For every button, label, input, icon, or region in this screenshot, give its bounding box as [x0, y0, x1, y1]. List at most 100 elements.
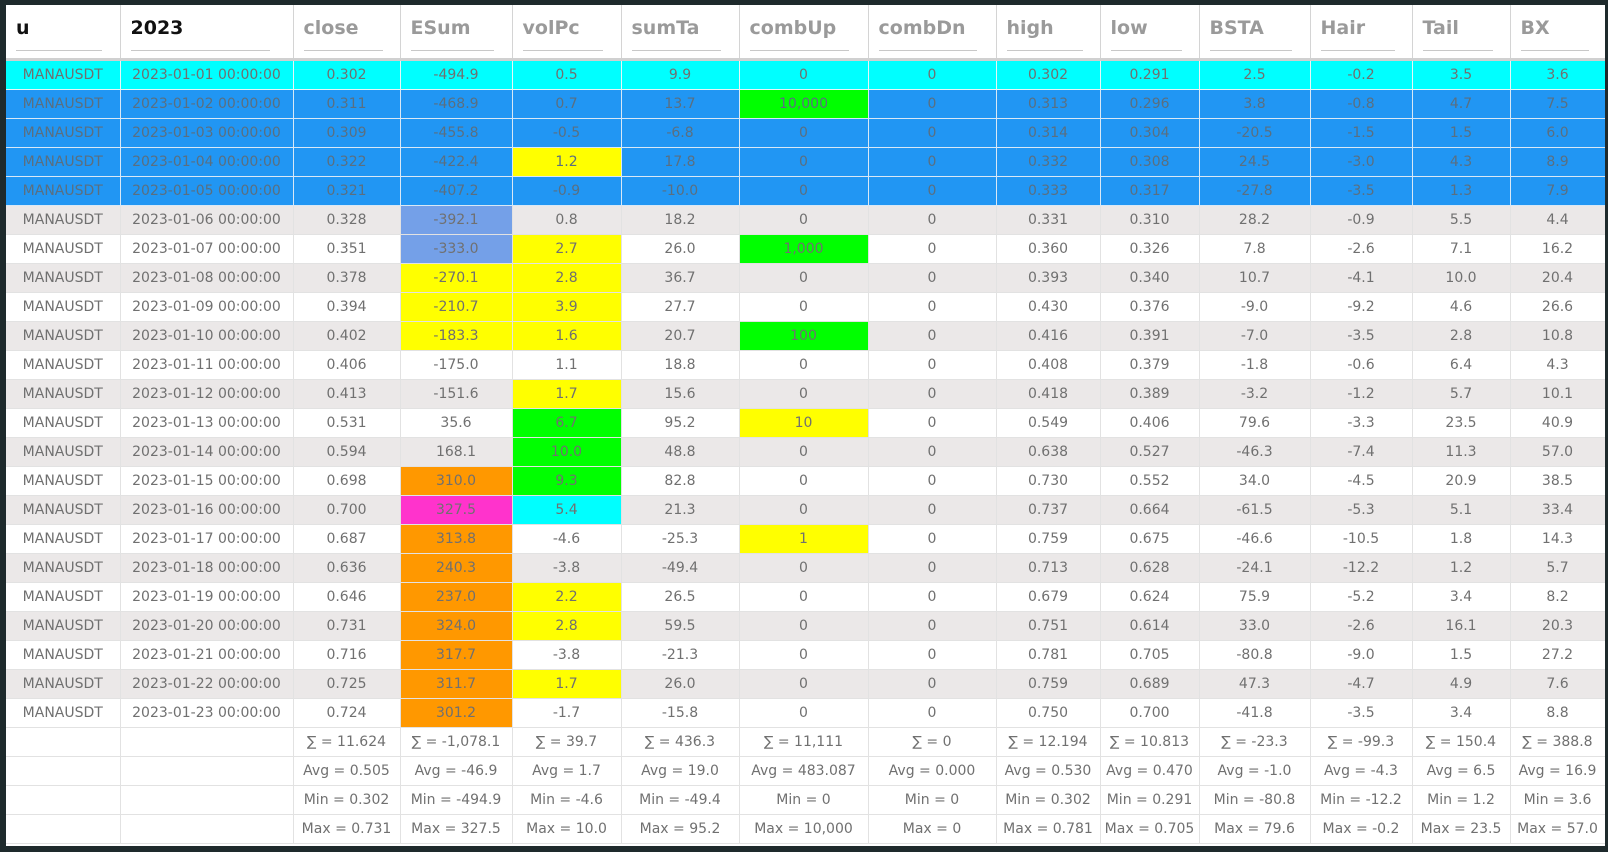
cell-low[interactable]: 0.689	[1100, 669, 1200, 699]
cell-bsta[interactable]: -24.1	[1199, 553, 1311, 583]
cell-datetime[interactable]: 2023-01-15 00:00:00	[120, 466, 294, 496]
cell-low[interactable]: 0.675	[1100, 524, 1200, 554]
cell-datetime[interactable]: 2023-01-10 00:00:00	[120, 321, 294, 351]
cell-low[interactable]: 0.552	[1100, 466, 1200, 496]
column-header-sumta[interactable]: sumTa	[621, 5, 740, 61]
cell-datetime[interactable]: 2023-01-06 00:00:00	[120, 205, 294, 235]
cell-esum[interactable]: 35.6	[400, 408, 513, 438]
cell-volpc[interactable]: 1.1	[512, 350, 622, 380]
cell-volpc[interactable]: 0.8	[512, 205, 622, 235]
cell-close[interactable]: 0.402	[293, 321, 401, 351]
cell-datetime[interactable]: 2023-01-02 00:00:00	[120, 89, 294, 119]
cell-esum[interactable]: -210.7	[400, 292, 513, 322]
cell-esum[interactable]: 324.0	[400, 611, 513, 641]
cell-tail[interactable]: 1.8	[1412, 524, 1511, 554]
cell-datetime[interactable]: 2023-01-12 00:00:00	[120, 379, 294, 409]
cell-volpc[interactable]: 2.8	[512, 611, 622, 641]
cell-symbol[interactable]: MANAUSDT	[6, 263, 121, 293]
cell-tail[interactable]: 1.2	[1412, 553, 1511, 583]
cell-tail[interactable]: 6.4	[1412, 350, 1511, 380]
cell-hair[interactable]: -0.9	[1310, 205, 1413, 235]
column-filter-underline[interactable]	[16, 50, 103, 51]
cell-combdn[interactable]: 0	[868, 89, 997, 119]
cell-symbol[interactable]: MANAUSDT	[6, 321, 121, 351]
cell-combdn[interactable]: 0	[868, 118, 997, 148]
cell-high[interactable]: 0.360	[996, 234, 1101, 264]
table-row[interactable]: MANAUSDT 2023-01-05 00:00:00 0.321 -407.2 -0…	[6, 176, 1605, 206]
cell-close[interactable]: 0.351	[293, 234, 401, 264]
table-row[interactable]: MANAUSDT 2023-01-08 00:00:00 0.378 -270.1 2.…	[6, 263, 1605, 293]
cell-close[interactable]: 0.309	[293, 118, 401, 148]
cell-high[interactable]: 0.408	[996, 350, 1101, 380]
cell-sumta[interactable]: 20.7	[621, 321, 740, 351]
cell-volpc[interactable]: 1.7	[512, 379, 622, 409]
cell-bsta[interactable]: -27.8	[1199, 176, 1311, 206]
cell-low[interactable]: 0.406	[1100, 408, 1200, 438]
cell-sumta[interactable]: 18.8	[621, 350, 740, 380]
cell-sumta[interactable]: 82.8	[621, 466, 740, 496]
cell-datetime[interactable]: 2023-01-21 00:00:00	[120, 640, 294, 670]
cell-symbol[interactable]: MANAUSDT	[6, 495, 121, 525]
cell-datetime[interactable]: 2023-01-08 00:00:00	[120, 263, 294, 293]
cell-volpc[interactable]: 2.8	[512, 263, 622, 293]
cell-high[interactable]: 0.730	[996, 466, 1101, 496]
cell-volpc[interactable]: 3.9	[512, 292, 622, 322]
table-row[interactable]: MANAUSDT 2023-01-09 00:00:00 0.394 -210.7 3.…	[6, 292, 1605, 322]
cell-high[interactable]: 0.331	[996, 205, 1101, 235]
column-filter-underline[interactable]	[130, 50, 271, 51]
cell-high[interactable]: 0.751	[996, 611, 1101, 641]
cell-symbol[interactable]: MANAUSDT	[6, 466, 121, 496]
cell-esum[interactable]: -151.6	[400, 379, 513, 409]
cell-tail[interactable]: 5.1	[1412, 495, 1511, 525]
cell-tail[interactable]: 2.8	[1412, 321, 1511, 351]
cell-tail[interactable]: 5.5	[1412, 205, 1511, 235]
cell-bx[interactable]: 7.6	[1510, 669, 1605, 699]
cell-volpc[interactable]: -3.8	[512, 553, 622, 583]
cell-hair[interactable]: -3.5	[1310, 176, 1413, 206]
cell-high[interactable]: 0.313	[996, 89, 1101, 119]
cell-symbol[interactable]: MANAUSDT	[6, 205, 121, 235]
cell-low[interactable]: 0.700	[1100, 698, 1200, 728]
table-row[interactable]: MANAUSDT 2023-01-21 00:00:00 0.716 317.7 -3.…	[6, 640, 1605, 670]
column-header-hair[interactable]: Hair	[1310, 5, 1413, 61]
cell-hair[interactable]: -7.4	[1310, 437, 1413, 467]
cell-sumta[interactable]: 59.5	[621, 611, 740, 641]
cell-combup[interactable]: 0	[739, 59, 869, 90]
cell-esum[interactable]: -183.3	[400, 321, 513, 351]
cell-low[interactable]: 0.389	[1100, 379, 1200, 409]
cell-close[interactable]: 0.724	[293, 698, 401, 728]
cell-symbol[interactable]: MANAUSDT	[6, 640, 121, 670]
cell-close[interactable]: 0.716	[293, 640, 401, 670]
cell-bsta[interactable]: -41.8	[1199, 698, 1311, 728]
cell-esum[interactable]: -270.1	[400, 263, 513, 293]
cell-combup[interactable]: 0	[739, 698, 869, 728]
column-filter-underline[interactable]	[410, 50, 495, 51]
cell-tail[interactable]: 10.0	[1412, 263, 1511, 293]
cell-sumta[interactable]: -6.8	[621, 118, 740, 148]
cell-symbol[interactable]: MANAUSDT	[6, 582, 121, 612]
cell-high[interactable]: 0.781	[996, 640, 1101, 670]
cell-combdn[interactable]: 0	[868, 408, 997, 438]
cell-hair[interactable]: -3.5	[1310, 321, 1413, 351]
cell-tail[interactable]: 4.9	[1412, 669, 1511, 699]
cell-combup[interactable]: 0	[739, 118, 869, 148]
table-row[interactable]: MANAUSDT 2023-01-01 00:00:00 0.302 -494.9 0.…	[6, 59, 1605, 90]
cell-sumta[interactable]: -25.3	[621, 524, 740, 554]
cell-bsta[interactable]: 24.5	[1199, 147, 1311, 177]
cell-bsta[interactable]: -9.0	[1199, 292, 1311, 322]
column-header-esum[interactable]: ESum	[400, 5, 513, 61]
cell-combdn[interactable]: 0	[868, 350, 997, 380]
cell-sumta[interactable]: 18.2	[621, 205, 740, 235]
cell-hair[interactable]: -3.5	[1310, 698, 1413, 728]
cell-symbol[interactable]: MANAUSDT	[6, 669, 121, 699]
cell-symbol[interactable]: MANAUSDT	[6, 147, 121, 177]
cell-combdn[interactable]: 0	[868, 176, 997, 206]
cell-tail[interactable]: 11.3	[1412, 437, 1511, 467]
cell-datetime[interactable]: 2023-01-04 00:00:00	[120, 147, 294, 177]
cell-bx[interactable]: 16.2	[1510, 234, 1605, 264]
table-row[interactable]: MANAUSDT 2023-01-06 00:00:00 0.328 -392.1 0.…	[6, 205, 1605, 235]
cell-symbol[interactable]: MANAUSDT	[6, 350, 121, 380]
column-filter-underline[interactable]	[1520, 50, 1589, 51]
table-row[interactable]: MANAUSDT 2023-01-20 00:00:00 0.731 324.0 2.8…	[6, 611, 1605, 641]
table-row[interactable]: MANAUSDT 2023-01-10 00:00:00 0.402 -183.3 1.…	[6, 321, 1605, 351]
